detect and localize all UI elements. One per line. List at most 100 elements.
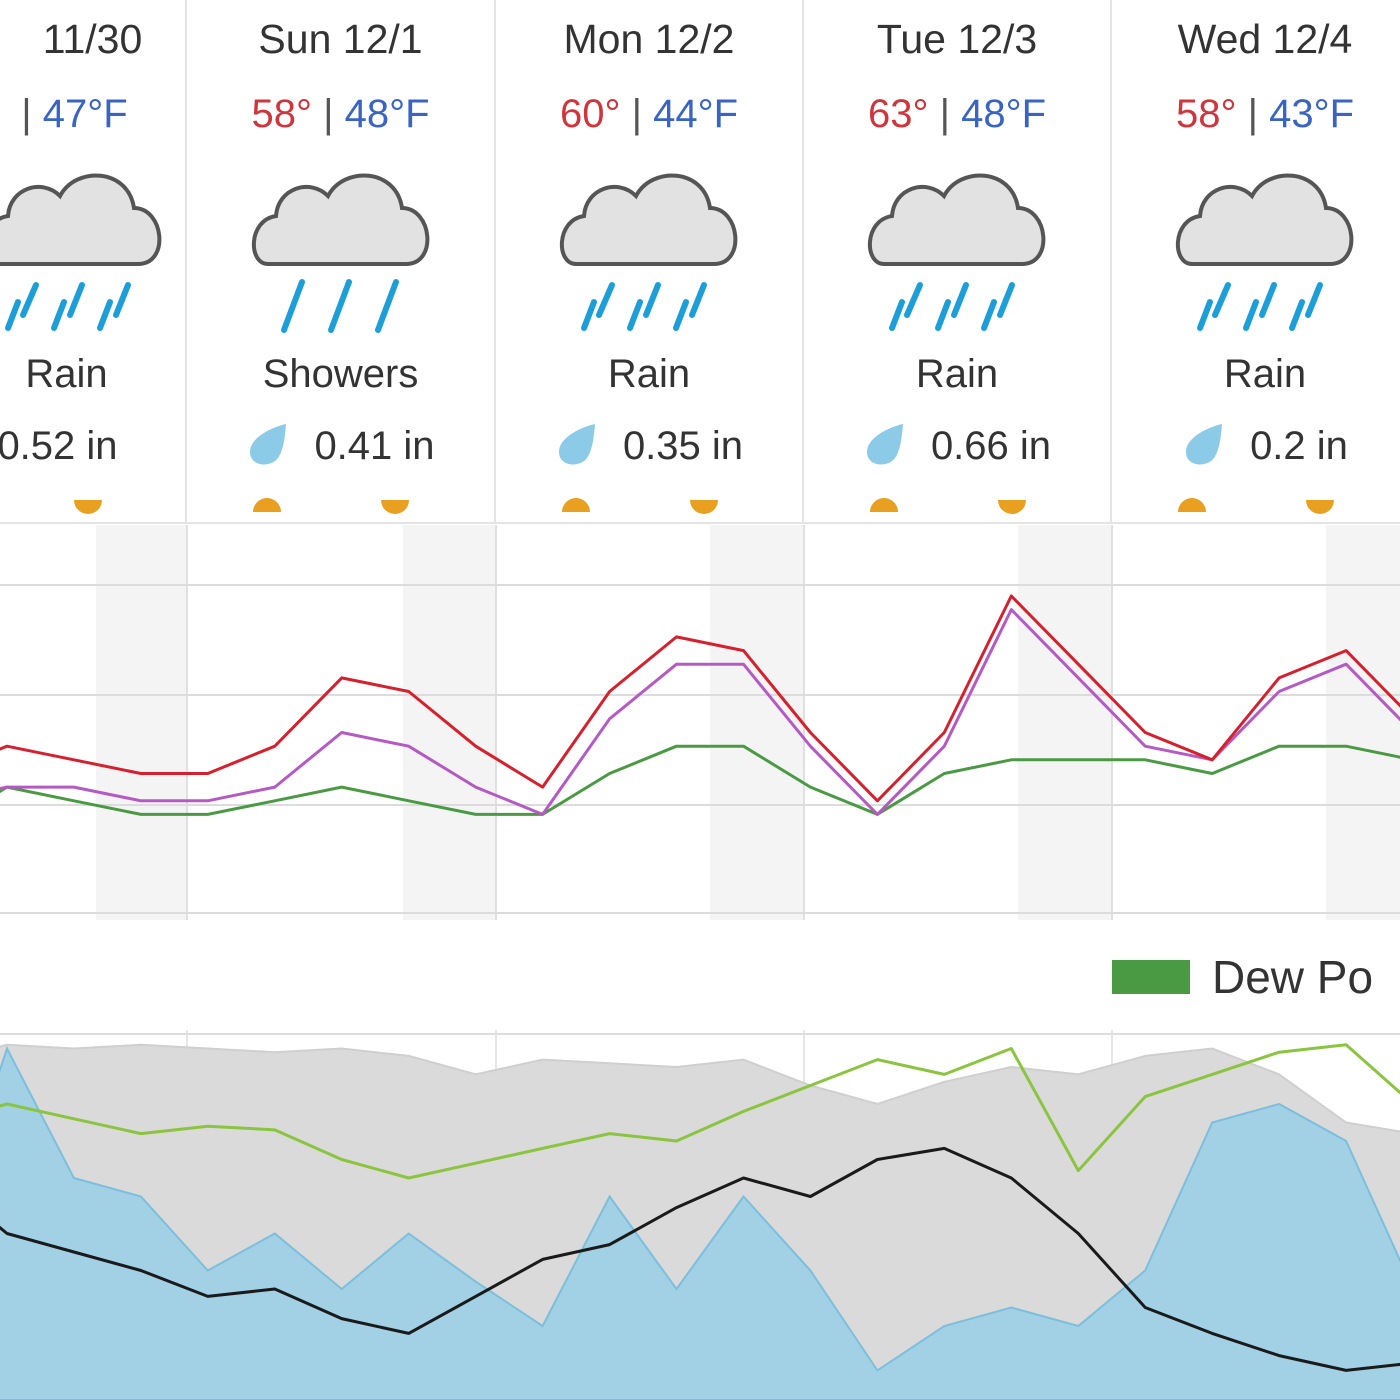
rain-streak xyxy=(1243,299,1259,331)
rain-streak xyxy=(374,279,399,333)
forecast-day-4[interactable]: Wed 12/4 58° | 43°F Rain 0.2 in xyxy=(1112,0,1400,522)
dew-point-legend-label: Dew Po xyxy=(1212,951,1374,1003)
rain-streak xyxy=(596,282,615,318)
sunset-icon xyxy=(998,500,1026,514)
rain-cloud-icon xyxy=(862,160,1052,340)
sunrise-sunset-markers xyxy=(804,496,1110,516)
rain-cloud-icon xyxy=(554,160,744,340)
wind-line-series xyxy=(0,1146,1400,1372)
temp-separator: | xyxy=(928,92,962,136)
day-date: Tue 12/3 xyxy=(876,16,1038,62)
precip-amount: 0.2 in xyxy=(1250,424,1348,468)
day-temperatures: 58° | 48°F xyxy=(187,92,494,137)
forecast-day-1[interactable]: Sun 12/1 58° | 48°F Showers 0.41 in xyxy=(187,0,496,522)
low-temp: 43°F xyxy=(1269,92,1355,136)
cloud-shape xyxy=(1176,173,1354,266)
dew-point-line-series xyxy=(0,744,1400,816)
rain-streak xyxy=(5,299,21,331)
high-temp: 63° xyxy=(867,92,929,136)
precip-amount: 0.35 in xyxy=(622,424,744,468)
rain-streak xyxy=(1305,282,1323,318)
low-temp: 44°F xyxy=(653,92,739,136)
day-temperatures: 60° | 44°F xyxy=(496,92,802,137)
low-temp: 48°F xyxy=(344,92,430,136)
night-shade-band xyxy=(403,525,496,920)
rain-streak xyxy=(981,299,997,331)
night-shade-band xyxy=(1018,525,1112,920)
sunrise-icon xyxy=(1178,498,1206,512)
rain-streak xyxy=(889,299,905,331)
forecast-day-0[interactable]: 11/30 | 47°F Rain 0.52 in xyxy=(0,0,187,522)
day-date: Sun 12/1 xyxy=(258,16,423,62)
low-temp: 48°F xyxy=(961,92,1047,136)
rain-streak xyxy=(97,299,113,331)
night-shade-band xyxy=(1326,525,1400,920)
dew-point-legend-swatch xyxy=(1112,960,1190,994)
rain-streak xyxy=(935,299,951,331)
rain-streak xyxy=(20,282,39,318)
rain-streak xyxy=(997,282,1015,318)
forecast-day-3[interactable]: Tue 12/3 63° | 48°F Rain 0.66 in xyxy=(804,0,1112,522)
cloud-shape xyxy=(560,173,738,266)
night-shade-band xyxy=(710,525,804,920)
precip-amount-row: 0.35 in xyxy=(496,424,802,469)
day-temperatures: 63° | 48°F xyxy=(804,92,1110,137)
sunset-icon xyxy=(381,500,409,514)
rain-streak xyxy=(627,299,643,331)
temp-separator: | xyxy=(620,92,654,136)
cloud-shape xyxy=(0,173,162,266)
sunrise-icon xyxy=(562,498,590,512)
precipitation-cloud-chart xyxy=(0,1030,1400,1400)
precip-amount: 0.41 in xyxy=(314,424,435,468)
precip-amount-row: 0.2 in xyxy=(1112,424,1400,469)
precip-amount: 0.66 in xyxy=(930,424,1052,468)
precip-area-series xyxy=(0,1045,1400,1400)
temp-separator: | xyxy=(311,92,345,136)
rain-streak xyxy=(1212,282,1231,318)
condition-label: Rain xyxy=(607,352,691,396)
precip-amount-row: 0.41 in xyxy=(187,424,494,469)
low-temp: 47°F xyxy=(42,92,128,136)
rain-streak xyxy=(1289,299,1305,331)
temperature-chart xyxy=(0,525,1400,920)
rain-streak xyxy=(904,282,923,318)
high-temp: 60° xyxy=(559,92,621,136)
high-temp: 58° xyxy=(1175,92,1237,136)
raindrop-icon xyxy=(250,424,287,465)
rain-streak xyxy=(280,279,305,333)
sunrise-sunset-markers xyxy=(496,496,802,516)
day-date: Mon 12/2 xyxy=(563,16,735,62)
rain-cloud-icon xyxy=(0,160,168,340)
cloud-shape xyxy=(251,173,429,266)
forecast-day-2[interactable]: Mon 12/2 60° | 44°F Rain 0.35 in xyxy=(496,0,804,522)
chart-legend: Dew Po xyxy=(1112,950,1373,1010)
day-temperatures: 58° | 43°F xyxy=(1112,92,1400,137)
raindrop-icon xyxy=(1186,424,1223,465)
precip-amount: 0.52 in xyxy=(0,424,118,468)
rain-streak xyxy=(581,299,597,331)
rain-streak xyxy=(67,282,85,318)
day-date: 11/30 xyxy=(42,16,143,62)
raindrop-icon xyxy=(558,424,595,465)
sunrise-sunset-markers xyxy=(0,496,185,516)
rain-streak xyxy=(951,282,969,318)
sunrise-sunset-markers xyxy=(1112,496,1400,516)
forecast-divider xyxy=(0,522,1400,524)
sunrise-icon xyxy=(870,498,898,512)
precip-amount-row: 0.66 in xyxy=(804,424,1110,469)
condition-label: Showers xyxy=(262,352,419,396)
rain-streak xyxy=(327,279,352,333)
condition-label: Rain xyxy=(1223,352,1307,396)
rain-cloud-icon xyxy=(1170,160,1360,340)
humidity-line-series xyxy=(0,1043,1400,1180)
rain-streak xyxy=(673,299,689,331)
sunset-icon xyxy=(690,500,718,514)
rain-streak xyxy=(643,282,661,318)
high-temp: 58° xyxy=(251,92,312,136)
rain-streak xyxy=(51,299,67,331)
rain-streak xyxy=(1259,282,1277,318)
sunrise-sunset-markers xyxy=(187,496,494,516)
precip-amount-row: 0.52 in xyxy=(0,424,185,469)
rain-streak xyxy=(113,282,131,318)
temp-separator: | xyxy=(21,92,43,136)
